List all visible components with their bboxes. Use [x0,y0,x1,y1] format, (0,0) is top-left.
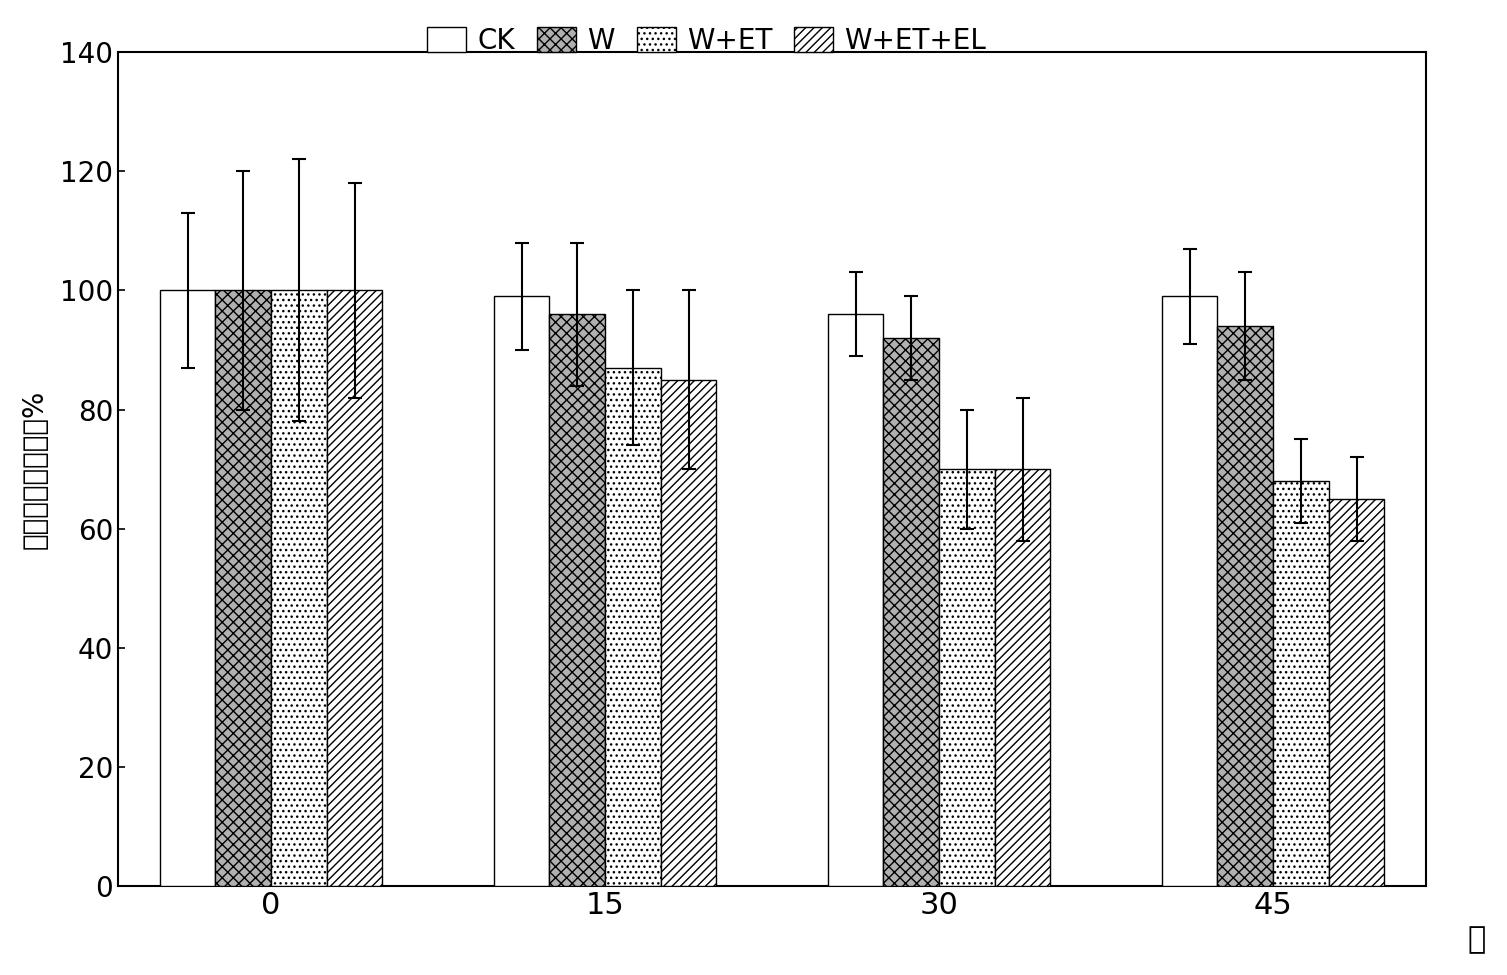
Bar [1162,296,1218,886]
Bar [494,296,550,886]
Bar [216,291,271,886]
Bar [160,291,216,886]
Bar [883,338,939,886]
Bar [1329,499,1385,886]
Bar [660,379,716,886]
Bar [939,469,995,886]
Bar [550,314,606,886]
Bar [1218,326,1273,886]
Bar [271,291,327,886]
Bar [995,469,1050,886]
Text: 天: 天 [1468,925,1486,955]
Bar [327,291,383,886]
Bar [606,368,660,886]
Bar [1273,481,1329,886]
Bar [827,314,883,886]
Y-axis label: 与初始浓度比値／%: 与初始浓度比値／% [21,389,48,549]
Legend: CK, W, W+ET, W+ET+EL: CK, W, W+ET, W+ET+EL [416,16,998,66]
